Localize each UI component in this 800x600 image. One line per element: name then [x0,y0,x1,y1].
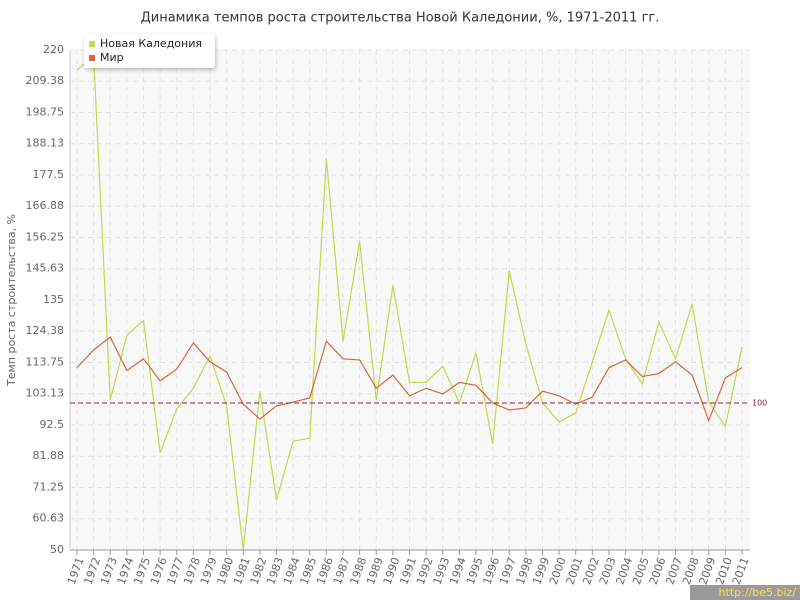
y-tick-label: 177.5 [33,168,65,181]
y-tick-label: 188.13 [26,137,65,150]
y-tick-label: 124.38 [26,324,65,337]
y-tick-label: 156.25 [26,231,65,244]
series-line [76,54,743,551]
grid [70,49,750,551]
y-tick-label: 113.75 [26,356,65,369]
y-axis-label: Темп роста строительства, % [5,214,18,387]
legend-label: Мир [100,51,124,64]
legend-swatch [89,55,95,61]
legend-label: Новая Каледония [100,37,202,50]
y-tick-label: 92.5 [40,418,65,431]
chart-title: Динамика темпов роста строительства Ново… [141,11,660,26]
marks [76,54,743,551]
series-line [76,336,743,423]
y-tick-label: 145.63 [26,262,65,275]
watermark: http://be5.biz/ [719,586,797,599]
y-tick-label: 81.88 [33,449,65,462]
legend-swatch [89,41,95,47]
y-tick-label: 60.63 [33,512,65,525]
y-tick-label: 103.13 [26,387,65,400]
y-tick-label: 220 [43,43,64,56]
y-tick-label: 135 [43,293,64,306]
watermark-box [690,585,800,600]
y-tick-label: 50 [50,543,64,556]
y-tick-label: 166.88 [26,199,65,212]
y-tick-label: 198.75 [26,106,65,119]
y-tick-label: 209.38 [26,74,65,87]
reference-label: 100 [752,398,767,407]
legend-box [84,34,215,68]
y-tick-label: 71.25 [33,481,65,494]
